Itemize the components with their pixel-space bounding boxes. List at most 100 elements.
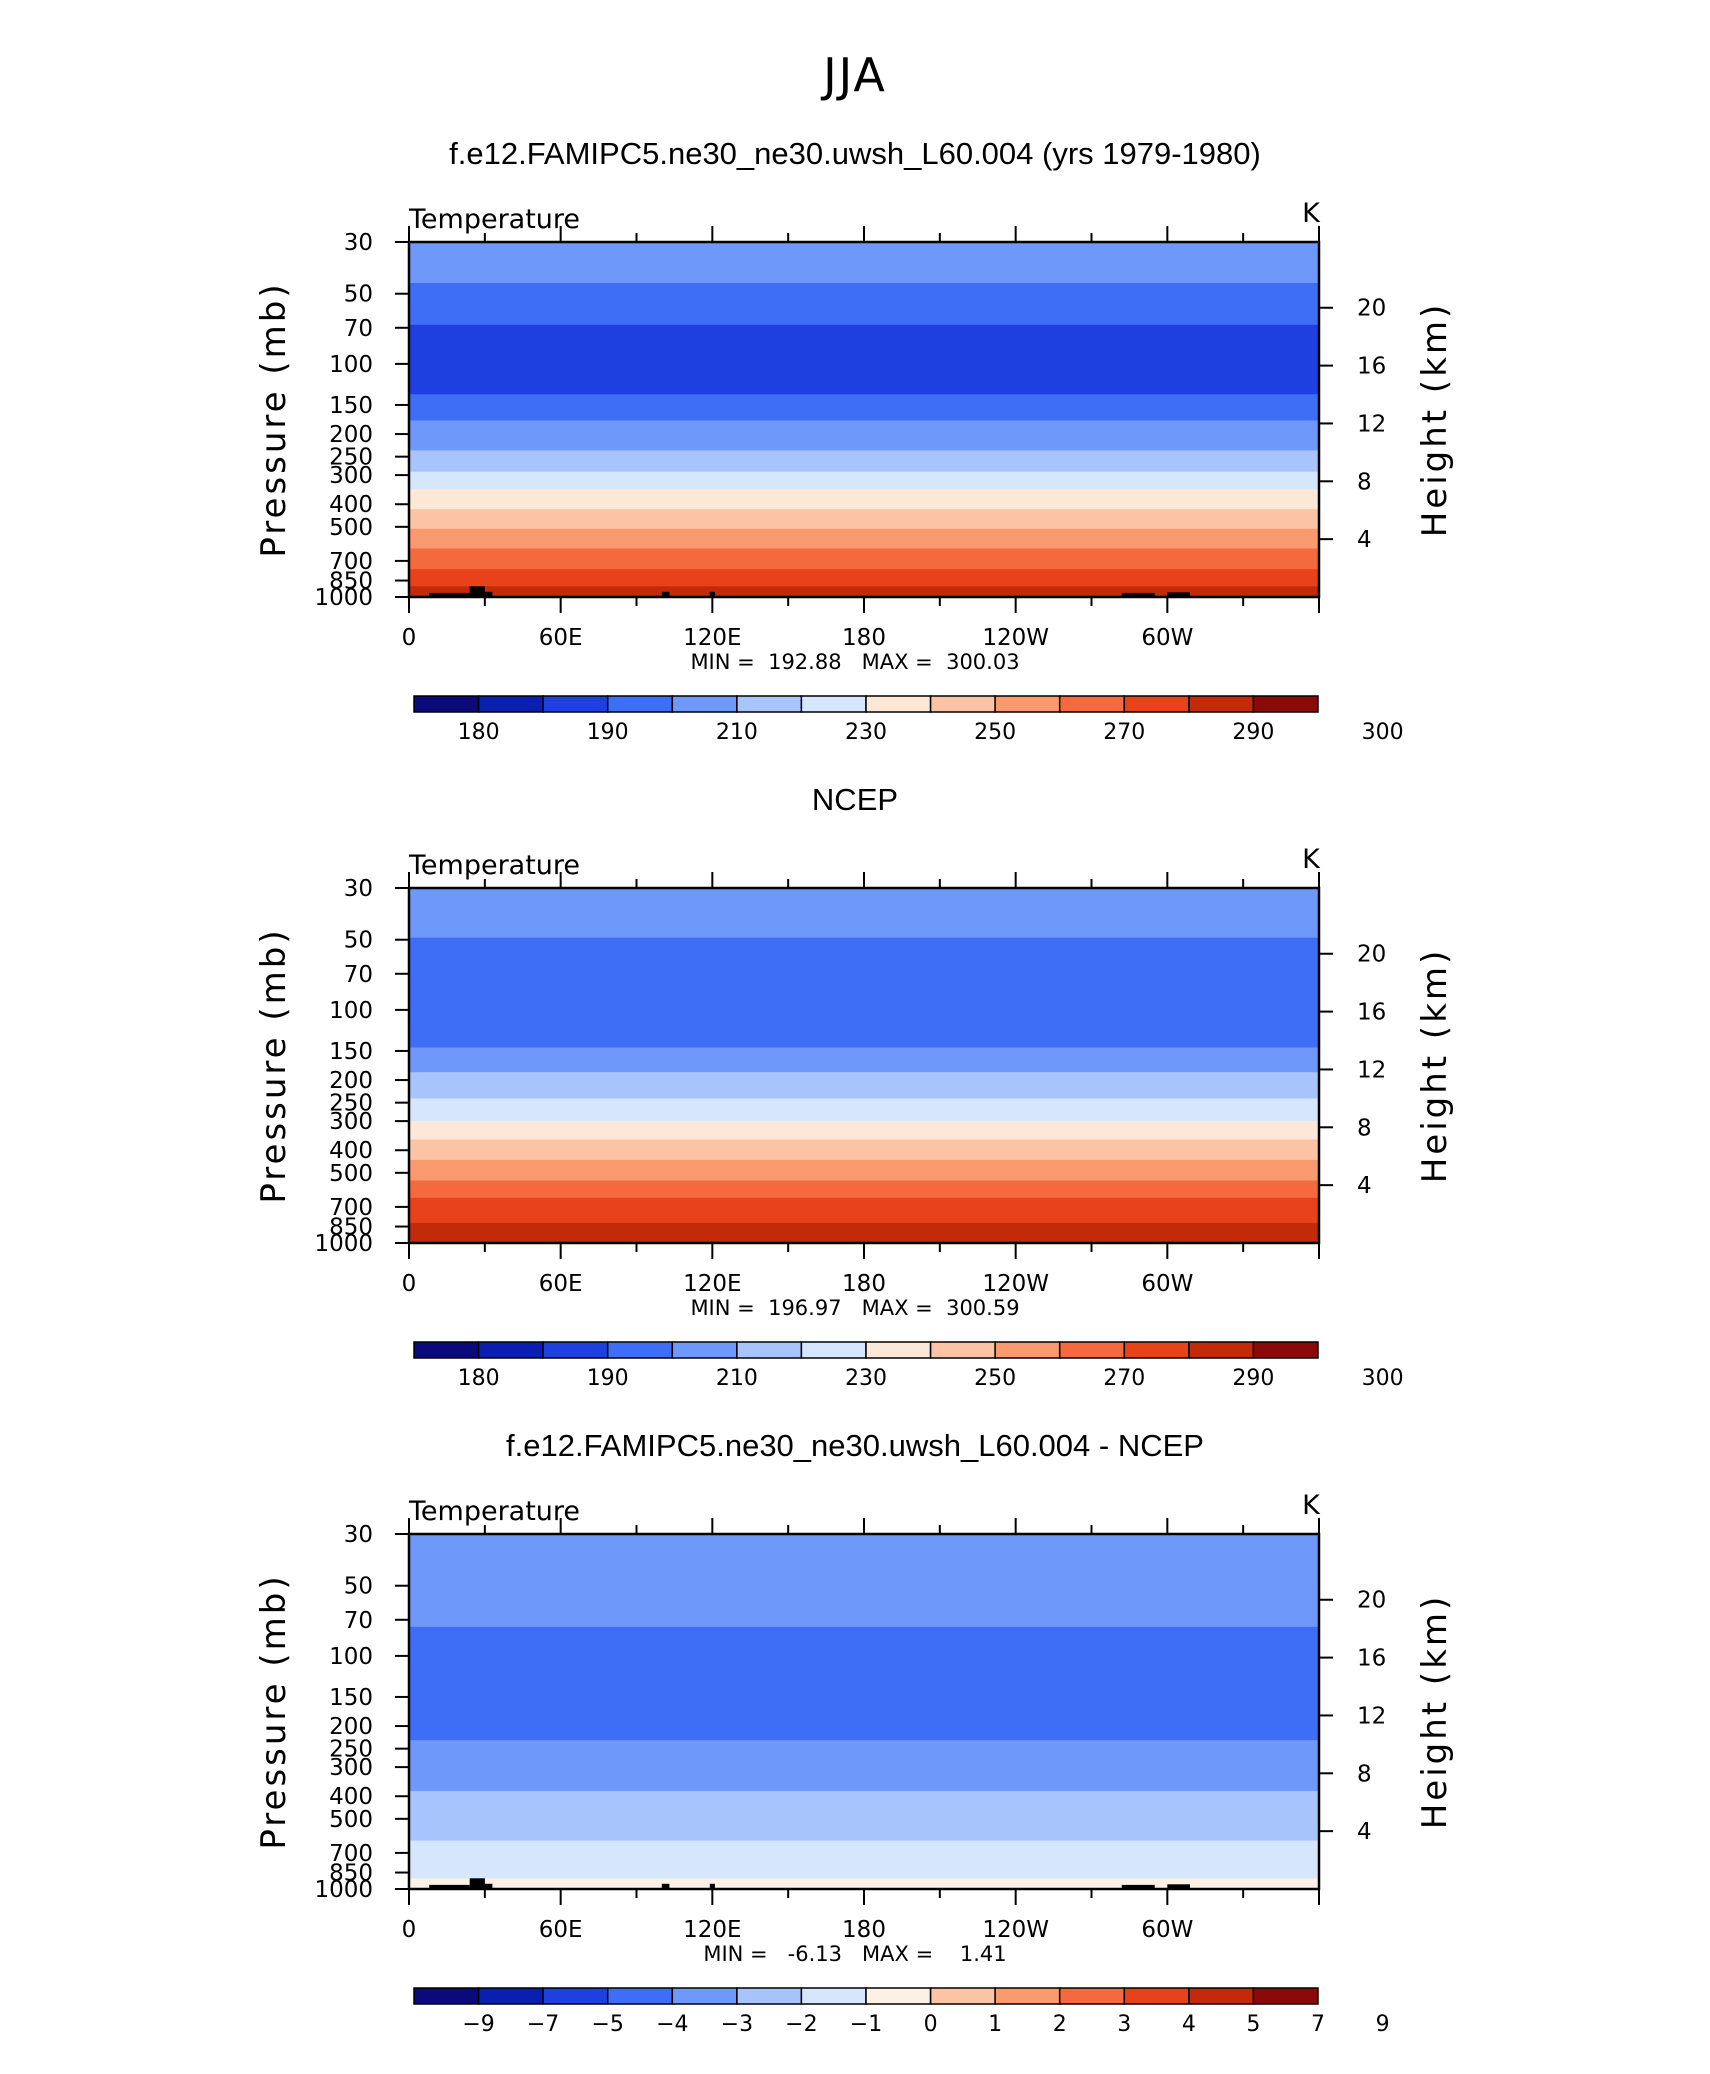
colorbar-label: −3 (721, 2012, 753, 2037)
y-tick-label: 400 (329, 1138, 373, 1164)
contour-band (409, 888, 1319, 939)
min-max-text: MIN = 192.88 MAX = 300.03 (690, 650, 1019, 674)
y2-tick-label: 20 (1357, 942, 1386, 968)
contour-band (409, 324, 1319, 395)
y-tick-label: 250 (329, 1091, 373, 1117)
x-tick-label: 60E (539, 1271, 583, 1297)
colorbar-box (477, 1987, 544, 2005)
terrain-block (469, 586, 485, 597)
y-tick-label: 700 (329, 1195, 373, 1221)
terrain-block (661, 1883, 670, 1889)
x-tick-label: 180 (842, 1271, 886, 1297)
contour-band (409, 548, 1319, 570)
colorbar-label: 190 (587, 720, 629, 745)
x-tick-label: 60E (539, 625, 583, 651)
colorbar-label: 3 (1117, 2012, 1131, 2037)
contour-band (409, 1159, 1319, 1182)
y2-tick-label: 8 (1357, 1761, 1372, 1787)
x-tick-label: 120E (683, 1271, 741, 1297)
colorbar-box (1123, 695, 1190, 713)
terrain-block (1121, 592, 1155, 597)
panel-1: f.e12.FAMIPC5.ne30_ne30.uwsh_L60.004 (yr… (254, 136, 1455, 745)
colorbar-label: 270 (1103, 720, 1145, 745)
colorbar-label: 2 (1053, 2012, 1067, 2037)
x-tick-label: 0 (402, 625, 417, 651)
units-label: K (1302, 198, 1321, 229)
x-tick-label: 180 (842, 625, 886, 651)
colorbar-box (413, 695, 480, 713)
contour-band (409, 1098, 1319, 1122)
panel-title: f.e12.FAMIPC5.ne30_ne30.uwsh_L60.004 - N… (506, 1428, 1204, 1463)
contour-band (409, 1139, 1319, 1161)
terrain-block (484, 1883, 493, 1889)
colorbar-label: 270 (1103, 1366, 1145, 1391)
units-label: K (1302, 844, 1321, 875)
colorbar-box (865, 695, 932, 713)
terrain-block (709, 591, 715, 597)
contour-band (409, 586, 1319, 598)
contour-band (409, 509, 1319, 530)
colorbar-label: −9 (462, 2012, 494, 2037)
contour-band (409, 569, 1319, 587)
y-tick-label: 200 (329, 1068, 373, 1094)
colorbar-box (413, 1341, 480, 1359)
x-tick-label: 120W (982, 1271, 1049, 1297)
colorbar-box (994, 1987, 1061, 2005)
y-tick-label: 50 (344, 928, 373, 954)
y2-tick-label: 12 (1357, 1703, 1386, 1729)
contour-band (409, 1878, 1319, 1890)
contour-band (409, 283, 1319, 326)
colorbar-box (929, 695, 996, 713)
min-max-text: MIN = -6.13 MAX = 1.41 (703, 1942, 1006, 1966)
variable-label: Temperature (408, 1496, 580, 1527)
figure-title: JJA (823, 48, 887, 102)
x-tick-label: 120E (683, 625, 741, 651)
x-tick-label: 60E (539, 1917, 583, 1943)
colorbar-box (800, 1987, 867, 2005)
colorbar-box (477, 1341, 544, 1359)
y-tick-label: 50 (344, 1574, 373, 1600)
y2-tick-label: 20 (1357, 296, 1386, 322)
terrain-block (1167, 1884, 1190, 1889)
y-tick-label: 850 (329, 1861, 373, 1887)
contour-band (409, 1840, 1319, 1879)
panel-title: f.e12.FAMIPC5.ne30_ne30.uwsh_L60.004 (yr… (449, 136, 1261, 171)
y-tick-label: 100 (329, 998, 373, 1024)
colorbar-box (542, 1341, 609, 1359)
terrain-block (429, 1884, 470, 1889)
y-tick-label: 150 (329, 393, 373, 419)
y-tick-label: 700 (329, 1841, 373, 1867)
x-tick-label: 0 (402, 1271, 417, 1297)
y-tick-label: 1000 (314, 1877, 373, 1903)
variable-label: Temperature (408, 850, 580, 881)
colorbar-box (606, 695, 674, 713)
colorbar-box (1188, 695, 1255, 713)
y2-axis-title: Height (km) (1415, 948, 1455, 1184)
colorbar-box (736, 1987, 803, 2005)
y-tick-label: 30 (344, 230, 373, 256)
y-tick-label: 150 (329, 1685, 373, 1711)
colorbar-box (413, 1987, 480, 2005)
y-axis-title: Pressure (mb) (254, 281, 294, 557)
y-tick-label: 400 (329, 1784, 373, 1810)
y-tick-label: 850 (329, 1215, 373, 1241)
colorbar-label: 190 (587, 1366, 629, 1391)
colorbar-box (542, 1987, 609, 2005)
colorbar-box (671, 695, 738, 713)
contour-band (409, 242, 1319, 284)
y-tick-label: 500 (329, 1807, 373, 1833)
contour-band (409, 420, 1319, 451)
colorbar-label: 230 (845, 720, 887, 745)
contour-band (409, 489, 1319, 510)
colorbar-box (1252, 1987, 1319, 2005)
colorbar-box (1058, 1341, 1126, 1359)
contour-band (409, 1197, 1319, 1224)
terrain-block (429, 592, 470, 597)
y2-tick-label: 12 (1357, 1057, 1386, 1083)
colorbar-box (477, 695, 544, 713)
y-tick-label: 100 (329, 352, 373, 378)
panel-2: NCEP Temperature K 0 60E 120E 180 120W 60W 30 50 70… (254, 782, 1455, 1391)
y-tick-label: 1000 (314, 585, 373, 611)
x-tick-label: 60W (1141, 1271, 1193, 1297)
colorbar-label: 290 (1232, 720, 1274, 745)
